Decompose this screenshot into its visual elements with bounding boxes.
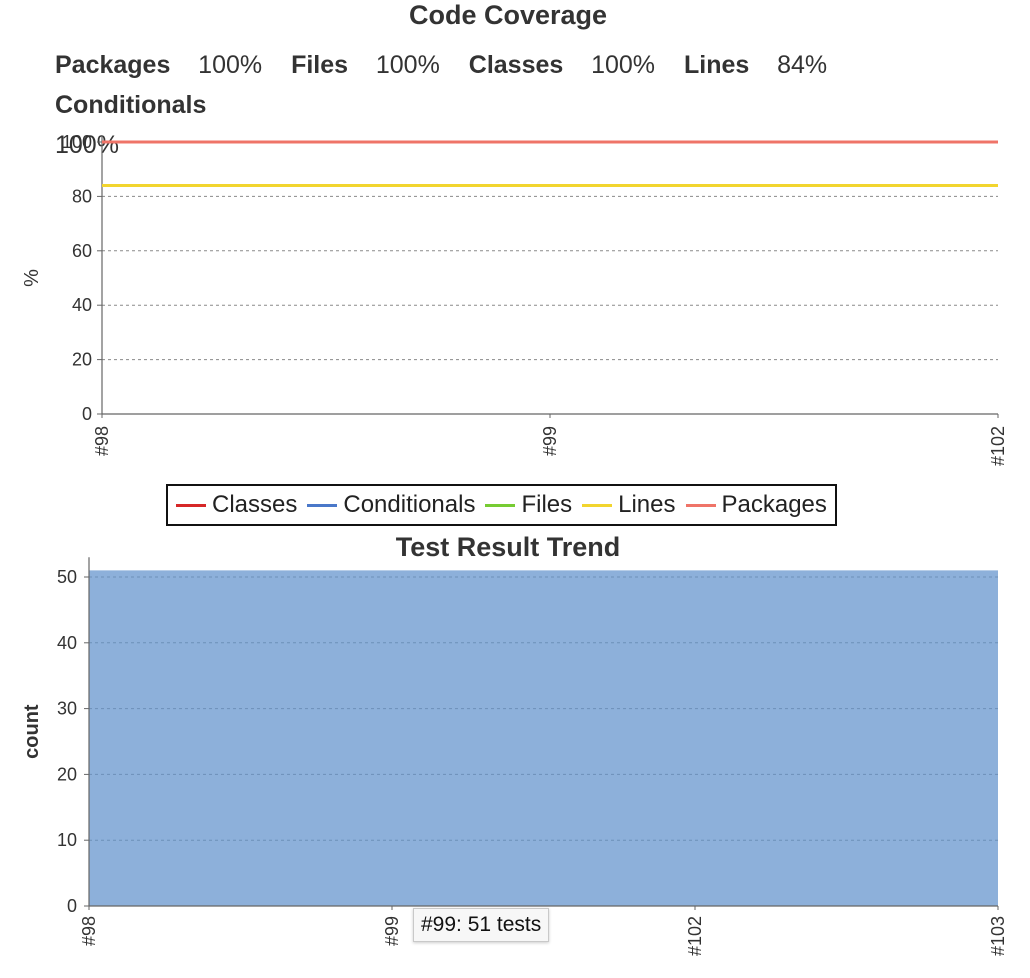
y-tick-label: 50 [57,567,77,587]
trend-title: Test Result Trend [395,532,621,562]
legend-label: Lines [618,491,676,518]
x-tick-label: #103 [988,916,1008,956]
coverage-chart: 0 20 40 60 80 100% #98 #99 #102 [21,132,1008,466]
summary-conditionals: Conditionals 100% [55,91,206,159]
y-tick-label: 30 [57,699,77,719]
summary-classes: Classes 100% [469,51,677,79]
x-tick-label: #99 [540,426,560,456]
trend-area [89,570,998,906]
trend-tooltip: #99: 51 tests [413,908,550,942]
legend-entry: Files [485,491,572,519]
legend-entry: Packages [685,491,827,519]
legend-entry: Classes [176,491,297,519]
summary-value: 100% [375,51,440,79]
summary-label: Classes [468,51,564,79]
legend-label: Conditionals [343,491,476,518]
x-tick-label: #98 [92,426,112,456]
summary-value: 84% [777,51,828,79]
legend-swatch [582,503,613,507]
legend-entry: Lines [582,491,676,519]
legend-swatch [176,503,206,507]
y-tick-label: 80 [72,186,92,206]
x-tick-label: #99 [382,916,402,946]
summary-label: Conditionals [55,91,207,119]
legend-swatch [307,503,338,507]
coverage-title: Code Coverage [408,0,608,30]
legend-label: Packages [721,491,827,518]
y-tick-label: 0 [67,896,77,916]
legend-label: Files [521,491,573,518]
summary-lines: Lines 84% [684,51,849,79]
y-tick-label: 40 [57,633,77,653]
legend-label: Classes [212,491,298,518]
summary-value: 100% [55,131,119,159]
legend-entry: Conditionals [307,491,475,519]
summary-label: Packages [55,51,171,79]
x-tick-label: #102 [685,916,705,956]
y-tick-label: 0 [82,404,92,424]
y-tick-label: 10 [57,830,77,850]
summary-value: 100% [198,51,263,79]
y-axis-title: % [21,269,43,287]
coverage-summary: Packages 100% Files 100% Classes 100% Li… [55,45,955,165]
summary-files: Files 100% [291,51,462,79]
y-tick-label: 60 [72,241,92,261]
y-tick-label: 20 [72,350,92,370]
summary-label: Lines [684,51,750,79]
summary-packages: Packages 100% [55,51,284,79]
legend-swatch [485,503,516,507]
summary-value: 100% [591,51,656,79]
x-tick-label: #98 [79,916,99,946]
summary-label: Files [291,51,349,79]
legend-swatch [685,503,716,507]
coverage-legend: Classes Conditionals Files Lines Packages [166,484,837,526]
y-tick-label: 40 [72,295,92,315]
y-tick-label: 20 [57,764,77,784]
x-tick-label: #102 [988,426,1008,466]
y-tick-label: 100 [62,132,92,152]
y-axis-title: count [21,704,43,759]
